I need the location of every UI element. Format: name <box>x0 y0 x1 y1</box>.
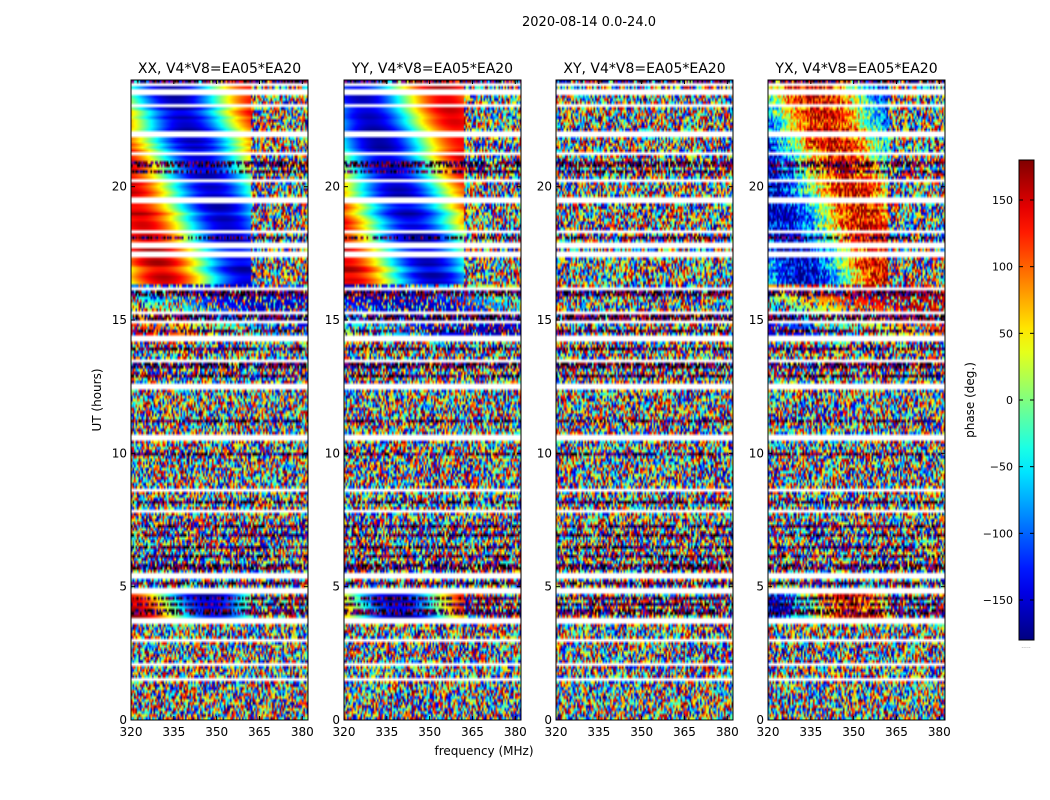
x-tick-label: 380 <box>716 725 739 739</box>
x-tick-label: 335 <box>799 725 822 739</box>
x-tick-label: 365 <box>673 725 696 739</box>
colorbar-tick-label: 150 <box>992 194 1013 207</box>
y-tick-label: 0 <box>756 713 764 727</box>
colorbar-tick-label: −150 <box>983 594 1013 607</box>
y-tick-label: 5 <box>119 580 127 594</box>
panel-2: XY, V4*V8=EA05*EA20 320 335 350 365 380 0 5 10 15… <box>537 61 739 739</box>
colorbar-tick-label: −50 <box>990 461 1013 474</box>
panel-title: XX, V4*V8=EA05*EA20 <box>138 61 301 77</box>
colorbar-tick-label: 0 <box>1006 394 1013 407</box>
colorbar: 150 100 50 0 −50 −100 −150 <box>983 159 1035 641</box>
waterfall-image <box>131 80 308 720</box>
y-tick-label: 10 <box>325 446 340 460</box>
y-tick-label: 10 <box>749 446 764 460</box>
x-tick-label: 320 <box>545 725 568 739</box>
y-tick-label: 0 <box>544 713 552 727</box>
x-tick-label: 350 <box>418 725 441 739</box>
panel-frame <box>130 79 309 721</box>
x-tick-label: 335 <box>587 725 610 739</box>
x-axis-label: frequency (MHz) <box>434 744 533 758</box>
y-tick-label: 20 <box>325 180 340 194</box>
x-tick-label: 380 <box>928 725 951 739</box>
y-tick-label: 15 <box>112 313 127 327</box>
y-tick-label: 15 <box>325 313 340 327</box>
y-tick-label: 10 <box>537 446 552 460</box>
x-tick-label: 320 <box>757 725 780 739</box>
x-tick-label: 320 <box>120 725 143 739</box>
x-tick-label: 365 <box>461 725 484 739</box>
panel-3: YX, V4*V8=EA05*EA20 320 335 350 365 380 0 5 10 15… <box>749 61 951 739</box>
colorbar-tick-label: −100 <box>983 527 1013 540</box>
y-tick-label: 20 <box>537 180 552 194</box>
waterfall-image <box>344 80 521 720</box>
x-tick-label: 320 <box>333 725 356 739</box>
colorbar-tick-label: 50 <box>999 327 1013 340</box>
x-tick-label: 335 <box>375 725 398 739</box>
panel-1: YY, V4*V8=EA05*EA20 320 335 350 365 380 0 5 10 15… <box>325 61 527 739</box>
y-tick-label: 20 <box>749 180 764 194</box>
y-tick-label: 15 <box>749 313 764 327</box>
colorbar-label: phase (deg.) <box>963 362 977 438</box>
y-tick-label: 5 <box>756 580 764 594</box>
colorbar-tick-label: 100 <box>992 261 1013 274</box>
x-tick-label: 380 <box>291 725 314 739</box>
x-tick-label: 350 <box>205 725 228 739</box>
waterfall-image <box>768 80 945 720</box>
panel-0: XX, V4*V8=EA05*EA20 320 335 350 365 380 0 5 10 15… <box>112 61 314 739</box>
y-tick-label: 5 <box>332 580 340 594</box>
y-tick-label: 5 <box>544 580 552 594</box>
y-tick-label: 15 <box>537 313 552 327</box>
y-axis-label: UT (hours) <box>90 368 104 431</box>
x-tick-label: 365 <box>248 725 271 739</box>
panel-title: YY, V4*V8=EA05*EA20 <box>351 61 513 77</box>
y-tick-label: 10 <box>112 446 127 460</box>
panels-group: XX, V4*V8=EA05*EA20 320 335 350 365 380 0 5 10 15… <box>112 61 951 739</box>
waterfall-image <box>556 80 733 720</box>
panel-frame <box>555 79 734 721</box>
panel-title: XY, V4*V8=EA05*EA20 <box>563 61 725 77</box>
panel-frame <box>343 79 522 721</box>
panel-frame <box>767 79 946 721</box>
x-tick-label: 365 <box>885 725 908 739</box>
panel-title: YX, V4*V8=EA05*EA20 <box>774 61 937 77</box>
x-tick-label: 350 <box>630 725 653 739</box>
y-tick-label: 20 <box>112 180 127 194</box>
colorbar-caption: ..... <box>1021 643 1031 650</box>
x-tick-label: 335 <box>162 725 185 739</box>
y-tick-label: 0 <box>119 713 127 727</box>
y-tick-label: 0 <box>332 713 340 727</box>
x-tick-label: 380 <box>504 725 527 739</box>
figure-title: 2020-08-14 0.0-24.0 <box>522 15 656 30</box>
x-tick-label: 350 <box>842 725 865 739</box>
